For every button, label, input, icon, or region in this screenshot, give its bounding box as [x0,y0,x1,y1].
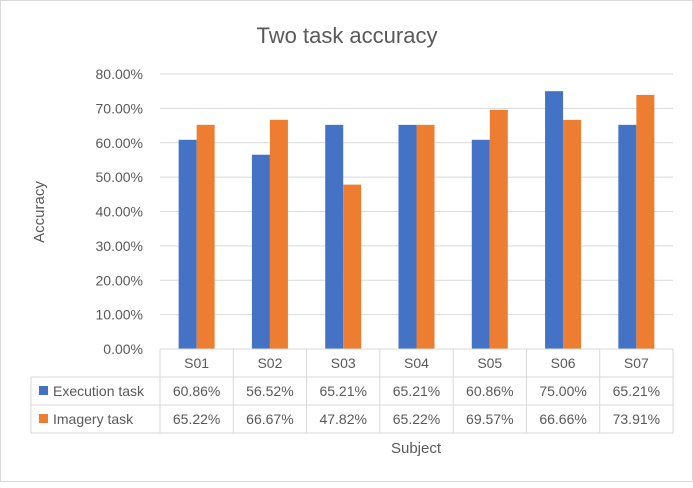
data-label-imagery: 66.67% [246,411,293,427]
bar-imagery-s06 [563,119,582,349]
bar-execution-s01 [178,139,197,349]
data-label-imagery: 47.82% [319,411,366,427]
legend-label-imagery: Imagery task [53,411,134,427]
data-label-execution: 56.52% [246,383,293,399]
y-tick-label: 60.00% [96,135,143,151]
data-label-imagery: 66.66% [539,411,586,427]
y-tick-labels: 0.00% 10.00% 20.00% 30.00% 40.00% 50.00% 60.00… [96,66,143,357]
x-tick-label: S06 [551,355,576,371]
bar-execution-s02 [251,154,270,349]
y-tick-label: 30.00% [96,238,143,254]
data-label-execution: 60.86% [173,383,220,399]
y-tick-label: 70.00% [96,100,143,116]
bars [178,91,655,350]
chart-title: Two task accuracy [257,23,438,48]
data-label-execution: 75.00% [539,383,586,399]
x-tick-label: S01 [184,355,209,371]
bar-imagery-s07 [636,94,655,349]
x-tick-label: S02 [257,355,282,371]
data-label-imagery: 73.91% [613,411,660,427]
y-tick-label: 10.00% [96,307,143,323]
data-label-imagery: 65.22% [393,411,440,427]
bar-execution-s03 [325,124,344,349]
data-label-execution: 65.21% [613,383,660,399]
x-axis-label: Subject [391,440,442,457]
x-tick-label: S07 [624,355,649,371]
x-tick-label: S03 [331,355,356,371]
y-tick-label: 50.00% [96,169,143,185]
bar-execution-s04 [398,124,417,349]
bar-execution-s06 [545,91,564,349]
bar-imagery-s03 [343,184,362,349]
x-tick-label: S04 [404,355,429,371]
y-tick-label: 20.00% [96,272,143,288]
data-label-execution: 60.86% [466,383,513,399]
bar-execution-s05 [471,139,490,349]
y-tick-label: 0.00% [103,341,143,357]
data-label-execution: 65.21% [393,383,440,399]
bar-imagery-s02 [269,119,288,350]
bar-imagery-s04 [416,124,435,350]
bar-execution-s07 [618,124,637,349]
data-label-imagery: 65.22% [173,411,220,427]
y-tick-label: 80.00% [96,66,143,82]
data-table: S01 S02 S03 S04 S05 S06 S07 Execution task 60.86… [30,348,674,434]
y-tick-label: 40.00% [96,204,143,220]
y-axis-label: Accuracy [31,181,48,243]
x-tick-label: S05 [477,355,502,371]
bar-imagery-s01 [196,124,215,350]
legend-key-execution [39,386,48,395]
data-label-imagery: 69.57% [466,411,513,427]
legend-key-imagery [39,414,48,423]
data-label-execution: 65.21% [319,383,366,399]
legend-label-execution: Execution task [53,383,145,399]
bar-imagery-s05 [489,109,508,350]
